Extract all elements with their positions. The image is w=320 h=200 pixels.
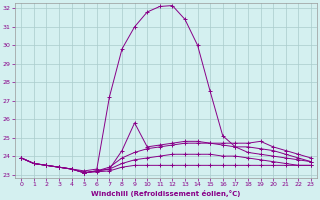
X-axis label: Windchill (Refroidissement éolien,°C): Windchill (Refroidissement éolien,°C) — [92, 190, 241, 197]
